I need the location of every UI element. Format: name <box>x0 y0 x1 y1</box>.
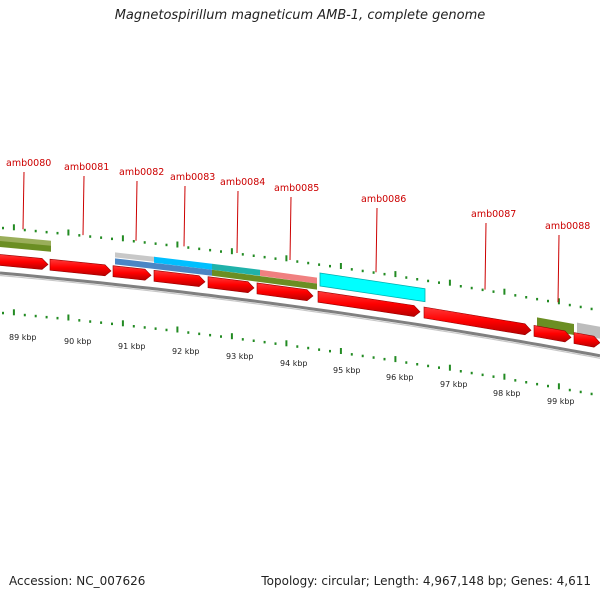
kbp-label: 93 kbp <box>226 352 254 361</box>
accession-text: Accession: NC_007626 <box>9 574 146 588</box>
gene-label: amb0083 <box>170 172 215 183</box>
gene-label: amb0080 <box>6 158 51 169</box>
cds-arrow <box>112 265 152 281</box>
label-leader-line <box>375 207 378 273</box>
label-leader-line <box>22 171 25 230</box>
cds-arrow <box>49 258 112 277</box>
kbp-label: 98 kbp <box>493 389 521 398</box>
kbp-label: 96 kbp <box>386 373 414 382</box>
feature-band-olive <box>212 269 317 290</box>
label-leader-line <box>183 185 186 247</box>
gene-label: amb0088 <box>545 221 590 232</box>
label-leader-line <box>82 175 85 236</box>
kbp-label: 91 kbp <box>118 342 146 351</box>
cds-arrow <box>153 269 206 287</box>
label-leader-line <box>135 180 138 241</box>
label-leaders <box>22 171 560 303</box>
kbp-label: 99 kbp <box>547 397 575 406</box>
label-leader-line <box>236 190 239 254</box>
cds-arrow <box>317 290 421 317</box>
feature-tracks <box>0 236 600 339</box>
feature-band-teal <box>212 263 260 276</box>
kbp-label: 95 kbp <box>333 366 361 375</box>
cds-arrow <box>0 254 49 270</box>
feature-band-blue <box>154 256 212 270</box>
gene-label: amb0087 <box>471 209 516 220</box>
map-title: Magnetospirillum magneticum AMB-1, compl… <box>114 8 486 23</box>
outer-tick-row <box>2 224 593 311</box>
feature-band-olive <box>0 241 51 252</box>
gene-label: amb0085 <box>274 183 319 194</box>
kbp-label: 94 kbp <box>280 359 308 368</box>
cds-track <box>0 254 600 348</box>
cds-arrow <box>423 306 532 336</box>
kbp-label-group: 89 kbp 90 kbp 91 kbp 92 kbp 93 kbp 94 kbp 95 k… <box>9 333 575 406</box>
cds-arrow <box>256 282 314 302</box>
gene-label-group: amb0080 amb0081 amb0082 amb0083 amb0084 amb00… <box>6 158 590 232</box>
feature-band-salmon <box>260 269 317 284</box>
cds-arrow <box>573 332 600 348</box>
inner-tick-row <box>2 309 593 396</box>
cds-arrow <box>533 325 572 343</box>
kbp-label: 89 kbp <box>9 333 37 342</box>
gene-label: amb0084 <box>220 177 265 188</box>
cds-arrow <box>207 276 255 294</box>
kbp-label: 90 kbp <box>64 337 92 346</box>
feature-band-cyan <box>319 272 426 303</box>
gene-label: amb0081 <box>64 162 109 173</box>
label-leader-line <box>289 196 292 261</box>
gene-label: amb0082 <box>119 167 164 178</box>
topology-text: Topology: circular; Length: 4,967,148 bp… <box>261 574 591 588</box>
label-leader-line <box>557 234 560 303</box>
label-leader-line <box>484 222 487 290</box>
backbone-line <box>0 271 600 358</box>
gene-label: amb0086 <box>361 194 406 205</box>
backbone-shadow <box>0 274 600 359</box>
kbp-label: 92 kbp <box>172 347 200 356</box>
feature-band-steel <box>115 258 212 276</box>
kbp-label: 97 kbp <box>440 380 468 389</box>
feature-band-grey <box>115 252 155 262</box>
genome-backbone <box>0 271 600 359</box>
